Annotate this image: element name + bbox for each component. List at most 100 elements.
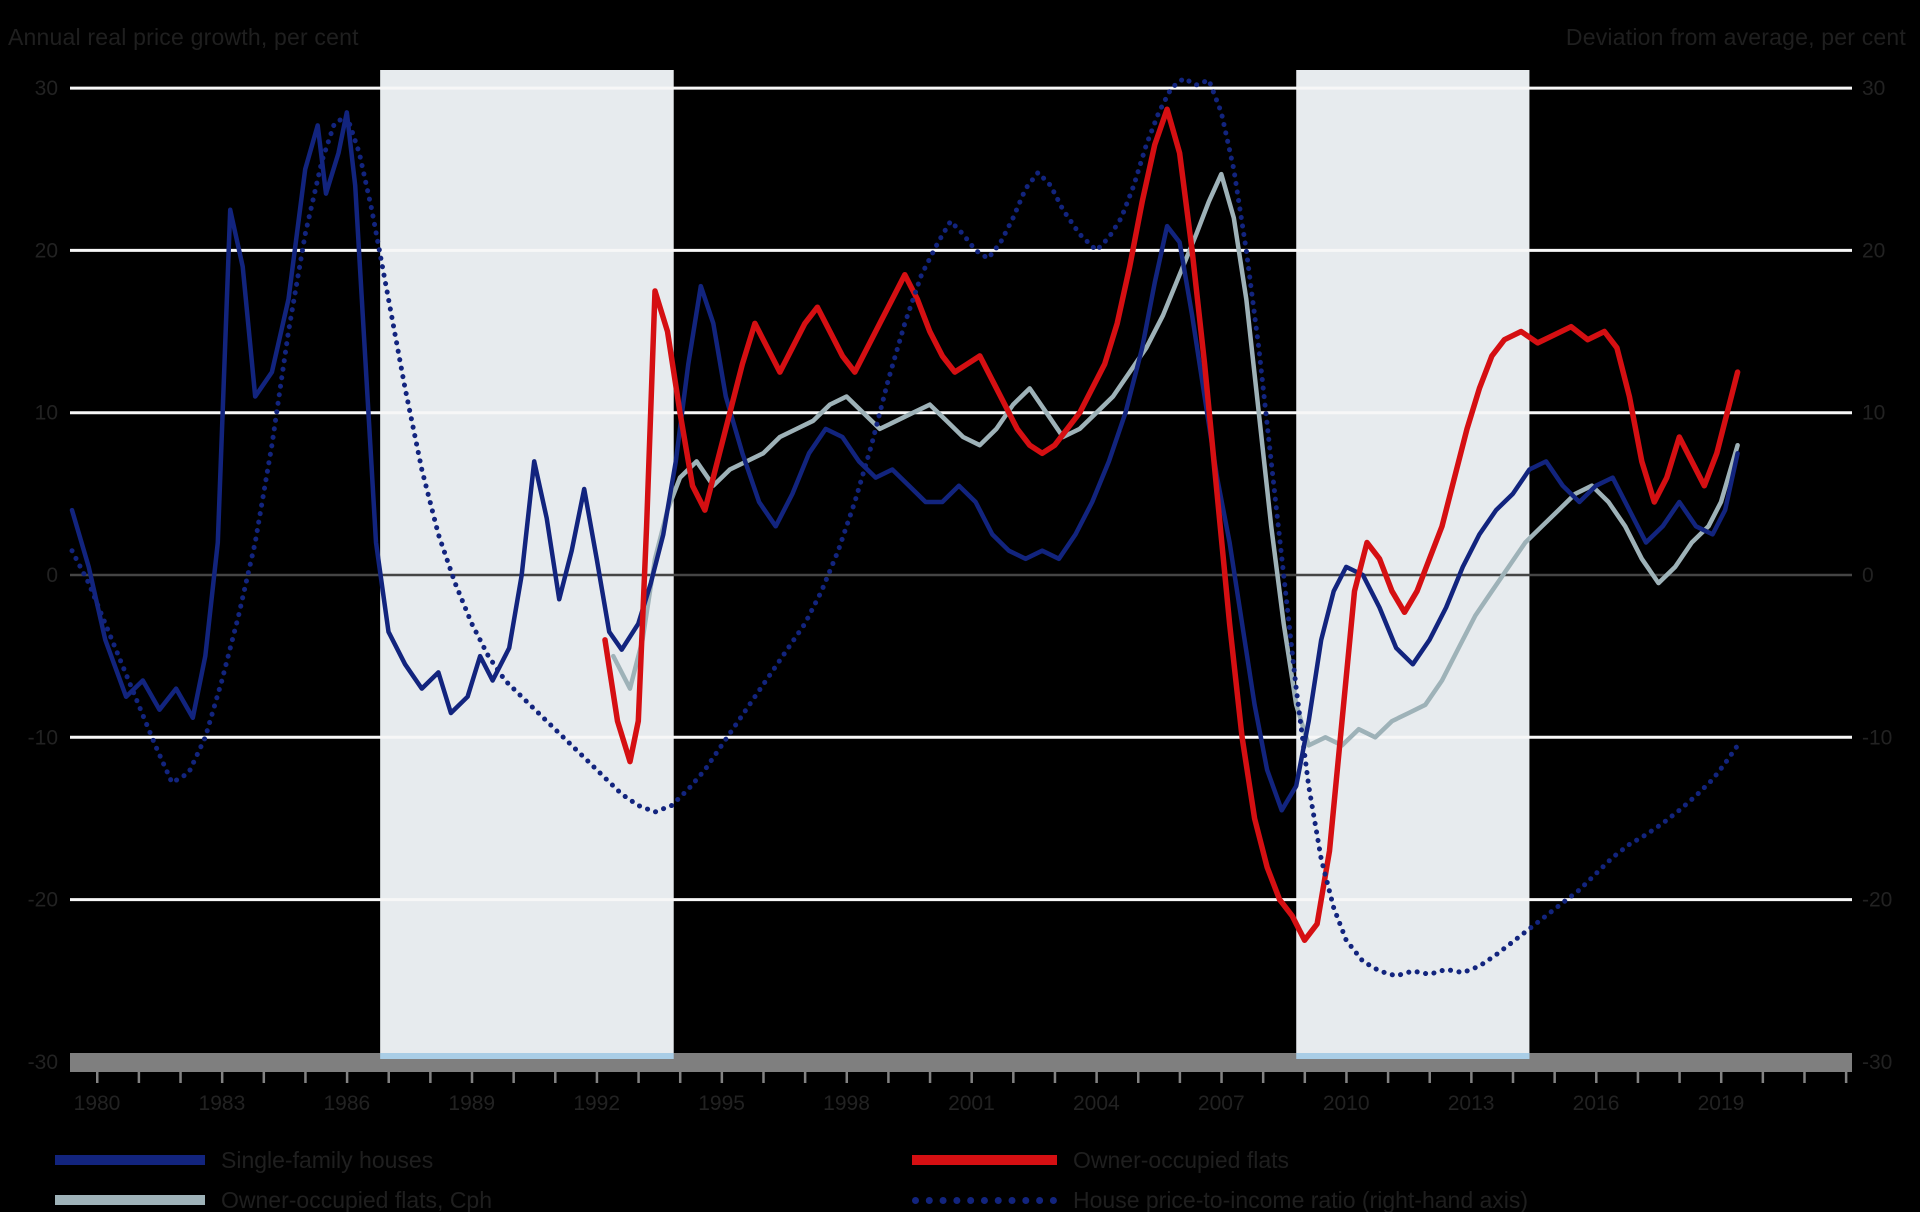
right-axis-tick-labels: 30 20 10 0 -10 -20 -30	[1862, 77, 1892, 1074]
gray-line-swatch	[55, 1195, 205, 1205]
x-tick-label: 1998	[823, 1092, 870, 1115]
red-line-swatch	[912, 1155, 1057, 1165]
year-tick	[137, 1072, 141, 1083]
y-tick-label-right: 30	[1862, 77, 1885, 100]
y-tick-label-left: 20	[35, 239, 58, 262]
band-bottom-edges	[380, 1053, 1530, 1059]
series-single-family-houses	[69, 110, 1740, 813]
x-tick-label: 2016	[1573, 1092, 1620, 1115]
series-owner-occupied-flats	[602, 106, 1741, 943]
year-tick	[762, 1072, 765, 1083]
year-tick	[678, 1072, 682, 1083]
y-tick-label-right: 20	[1862, 239, 1885, 262]
legend-column-right: Owner-occupied flats House price-to-inco…	[912, 1140, 1752, 1212]
year-tick	[1803, 1072, 1806, 1083]
year-tick	[1844, 1072, 1848, 1083]
legend-item-price-income-ratio: House price-to-income ratio (right-hand …	[912, 1180, 1752, 1212]
legend-label: Single-family houses	[221, 1146, 434, 1173]
band-bottom-edge	[380, 1053, 674, 1059]
year-tick	[803, 1072, 807, 1083]
shaded-band	[1296, 70, 1530, 1053]
shaded-band	[380, 70, 674, 1053]
x-axis-year-labels: 1980 1983 1986 1989 1992 1995 1998 2001 2004 2007…	[74, 1092, 1745, 1115]
y-tick-label-left: 10	[35, 402, 58, 425]
year-tick	[179, 1072, 182, 1083]
dotted-navy-line-swatch	[912, 1196, 1057, 1204]
band-bottom-edge	[1296, 1053, 1530, 1059]
legend-label: Owner-occupied flats	[1073, 1146, 1290, 1173]
x-tick-label: 1995	[698, 1092, 745, 1115]
year-tick	[387, 1072, 390, 1083]
year-tick	[1345, 1072, 1348, 1083]
year-tick	[262, 1072, 266, 1083]
year-tick	[345, 1072, 349, 1083]
year-tick	[1553, 1072, 1556, 1083]
year-tick	[1719, 1072, 1723, 1083]
year-tick	[1178, 1072, 1182, 1083]
crisis-shading-bands	[380, 70, 1530, 1053]
year-tick	[720, 1072, 724, 1083]
data-series-lines	[69, 75, 1741, 979]
left-axis-title: Annual real price growth, per cent	[8, 24, 359, 50]
horizontal-gridlines	[70, 86, 1852, 902]
year-tick	[1303, 1072, 1307, 1083]
x-tick-label: 2007	[1198, 1092, 1245, 1115]
x-tick-label: 1992	[573, 1092, 620, 1115]
year-tick	[1012, 1072, 1015, 1083]
y-tick-label-left: 30	[35, 77, 58, 100]
year-tick-marks	[96, 1072, 1848, 1083]
year-tick	[1095, 1072, 1098, 1083]
legend-column-left: Single-family houses Owner-occupied flat…	[55, 1140, 895, 1212]
x-tick-label: 1983	[199, 1092, 246, 1115]
year-tick	[928, 1072, 932, 1083]
left-axis-tick-labels: 30 20 10 0 -10 -20 -30	[28, 77, 58, 1074]
year-tick	[304, 1072, 307, 1083]
y-tick-label-right: -30	[1862, 1051, 1892, 1074]
legend-label: House price-to-income ratio (right-hand …	[1073, 1186, 1529, 1212]
x-tick-label: 2010	[1323, 1092, 1370, 1115]
year-tick	[429, 1072, 432, 1083]
y-tick-label-right: -10	[1862, 726, 1892, 749]
legend-item-flats-cph: Owner-occupied flats, Cph	[55, 1180, 895, 1212]
y-tick-label-left: 0	[46, 564, 58, 587]
x-tick-label: 2001	[948, 1092, 995, 1115]
x-tick-label: 2004	[1073, 1092, 1120, 1115]
series-house-price-to-income-ratio	[69, 75, 1741, 979]
year-tick	[1511, 1072, 1515, 1083]
x-tick-label: 2019	[1698, 1092, 1745, 1115]
legend-label: Owner-occupied flats, Cph	[221, 1186, 493, 1212]
year-tick	[637, 1072, 640, 1083]
year-tick	[1386, 1072, 1390, 1083]
year-tick	[1678, 1072, 1681, 1083]
x-tick-label: 1989	[448, 1092, 495, 1115]
year-tick	[595, 1072, 599, 1083]
year-tick	[970, 1072, 973, 1083]
year-tick	[1137, 1072, 1140, 1083]
y-tick-label-right: -20	[1862, 889, 1892, 912]
y-tick-label-right: 10	[1862, 402, 1885, 425]
right-axis-title: Deviation from average, per cent	[1565, 24, 1906, 50]
x-tick-label: 2013	[1448, 1092, 1495, 1115]
navy-line-swatch	[55, 1155, 205, 1165]
y-tick-label-left: -20	[28, 889, 58, 912]
year-tick	[1595, 1072, 1598, 1083]
y-tick-label-left: -10	[28, 726, 58, 749]
y-tick-label-left: -30	[28, 1051, 58, 1074]
series-owner-occupied-flats-cph	[611, 171, 1740, 748]
year-tick	[1636, 1072, 1640, 1083]
year-tick	[470, 1072, 474, 1083]
x-axis-baseline-bar	[70, 1053, 1852, 1072]
year-tick	[1470, 1072, 1473, 1083]
axis-bar	[70, 1053, 1852, 1072]
y-tick-label-right: 0	[1862, 564, 1874, 587]
year-tick	[1261, 1072, 1265, 1083]
x-tick-label: 1980	[74, 1092, 121, 1115]
x-tick-label: 1986	[323, 1092, 370, 1115]
year-tick	[554, 1072, 557, 1083]
year-tick	[1761, 1072, 1765, 1083]
year-tick	[845, 1072, 849, 1083]
year-tick	[1053, 1072, 1057, 1083]
legend-item-owner-occupied-flats: Owner-occupied flats	[912, 1140, 1752, 1180]
